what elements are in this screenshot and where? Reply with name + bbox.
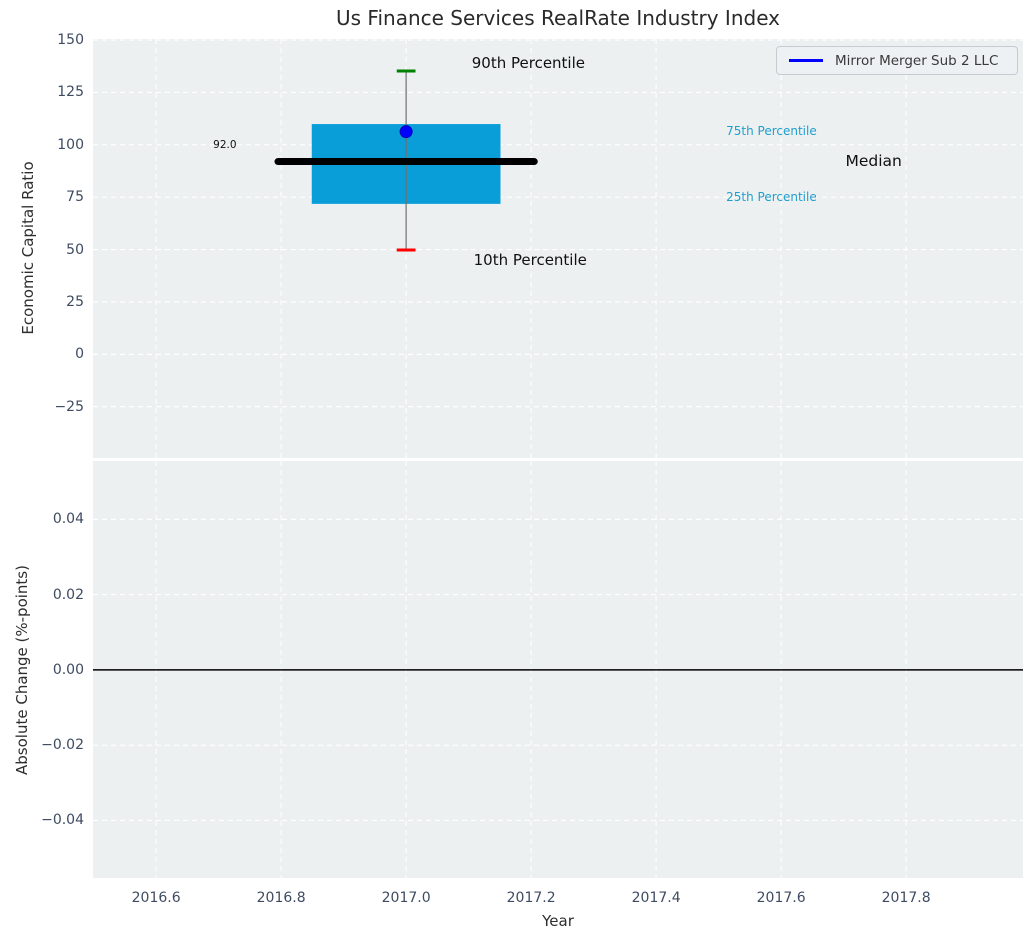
- annotation-10th-percentile: 10th Percentile: [473, 251, 587, 270]
- y-tick-label-bottom: −0.02: [41, 737, 84, 754]
- annotation-25th-percentile: 25th Percentile: [726, 189, 817, 204]
- company-marker: [399, 125, 413, 139]
- x-tick-label: 2017.4: [631, 890, 681, 906]
- y-tick-label-bottom: 0.02: [52, 586, 84, 603]
- legend: Mirror Merger Sub 2 LLC: [776, 46, 1018, 75]
- y-tick-label-bottom: 0.04: [52, 511, 84, 528]
- legend-line-sample: [789, 59, 823, 62]
- x-tick-label: 2017.8: [881, 890, 931, 906]
- y-tick-label-top: 100: [57, 136, 84, 153]
- x-axis-label: Year: [542, 912, 574, 930]
- y-tick-label-top: 50: [66, 241, 84, 258]
- annotation-75th-percentile: 75th Percentile: [726, 124, 817, 139]
- chart-title: Us Finance Services RealRate Industry In…: [336, 6, 780, 30]
- y-tick-label-top: 125: [57, 84, 84, 101]
- x-tick-label: 2016.8: [256, 890, 306, 906]
- y-tick-label-bottom: −0.04: [41, 812, 84, 829]
- y-tick-label-top: 150: [57, 32, 84, 49]
- x-tick-label: 2016.6: [131, 890, 181, 906]
- x-tick-label: 2017.0: [381, 890, 431, 906]
- annotation-90th-percentile: 90th Percentile: [471, 54, 585, 73]
- y-tick-label-top: 75: [66, 189, 84, 206]
- y-tick-label-top: 25: [66, 293, 84, 310]
- top-plot-area: [93, 39, 1023, 458]
- y-tick-label-top: −25: [54, 398, 84, 415]
- y-tick-label-top: 0: [75, 346, 84, 363]
- annotation-median: Median: [845, 152, 902, 171]
- legend-label: Mirror Merger Sub 2 LLC: [835, 52, 999, 69]
- annotation-92-0: 92.0: [213, 139, 237, 151]
- x-tick-label: 2017.2: [506, 890, 556, 906]
- x-tick-label: 2017.6: [756, 890, 806, 906]
- y-tick-label-bottom: 0.00: [52, 661, 84, 678]
